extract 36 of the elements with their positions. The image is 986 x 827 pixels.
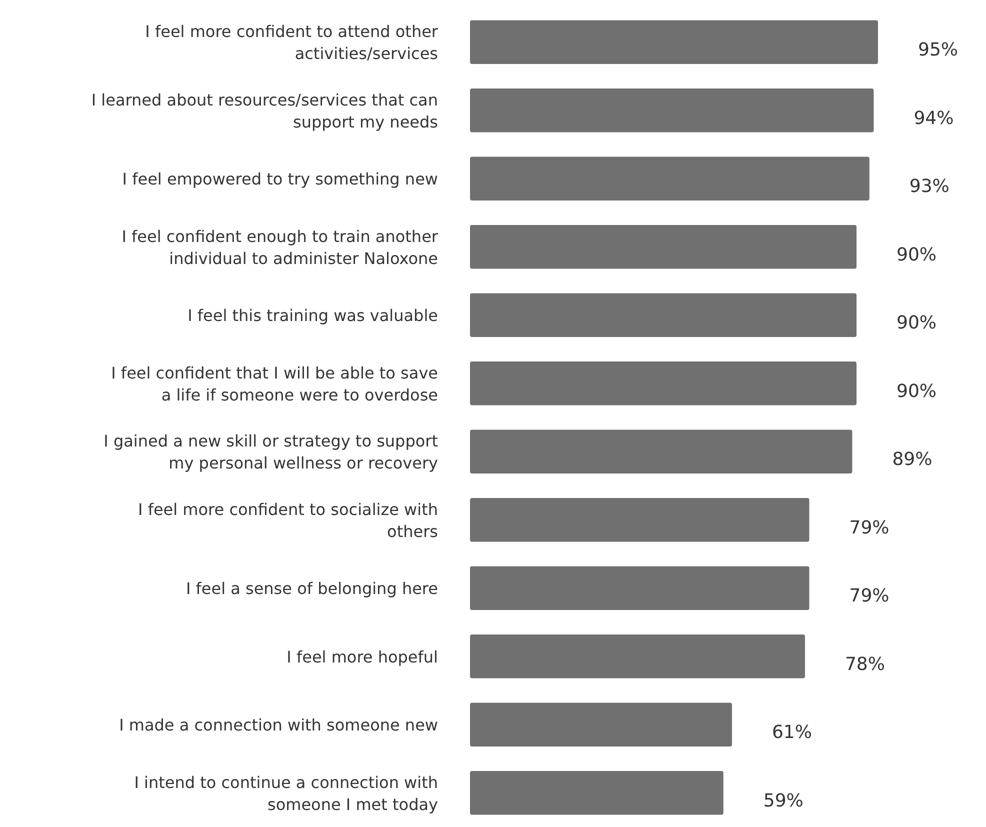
bar — [470, 430, 852, 474]
data-label: 79% — [849, 517, 890, 538]
bar — [470, 156, 870, 200]
y-tick-label: I intend to continue a connection with someone I met today — [134, 772, 438, 814]
data-label: 59% — [763, 790, 804, 812]
data-label: 90% — [896, 244, 937, 266]
bar — [470, 20, 878, 64]
data-label: 79% — [849, 586, 890, 607]
data-label: 93% — [909, 176, 950, 198]
bar — [470, 293, 857, 337]
y-tick-label: I feel more hopeful — [286, 646, 438, 666]
y-tick-label: I made a connection with someone new — [119, 715, 438, 734]
data-label: 61% — [772, 722, 812, 744]
y-tick-label: I feel a sense of belonging here — [186, 578, 438, 598]
data-label: 90% — [896, 312, 937, 334]
data-label: 78% — [844, 654, 886, 675]
y-tick-label: I feel this training was valuable — [188, 306, 438, 325]
data-label: 89% — [892, 449, 932, 470]
bar — [470, 88, 874, 132]
bar — [470, 225, 857, 269]
bar — [470, 702, 732, 746]
y-tick-label: I gained a new skill or strategy to support my personal wellness or recovery — [104, 431, 438, 472]
bar — [470, 634, 805, 678]
y-tick-label: I feel confident that I will be able to save a life if someone were to overdose — [111, 362, 438, 404]
data-label: 90% — [896, 380, 937, 402]
data-label: 94% — [914, 108, 954, 129]
bar — [470, 362, 857, 406]
y-tick-label: I feel confident enough to train another individual to administer Naloxone — [122, 226, 438, 268]
bar — [470, 498, 810, 542]
y-tick-label: I feel more confident to attend other activities/services — [145, 22, 438, 63]
y-tick-label: I feel empowered to try something new — [122, 169, 438, 188]
y-tick-label: I feel more confident to socialize with others — [138, 499, 438, 540]
bar — [470, 566, 810, 610]
bar — [470, 771, 724, 815]
y-tick-label: I learned about resources/services that can support my needs — [91, 90, 438, 131]
data-label: 95% — [918, 40, 958, 61]
